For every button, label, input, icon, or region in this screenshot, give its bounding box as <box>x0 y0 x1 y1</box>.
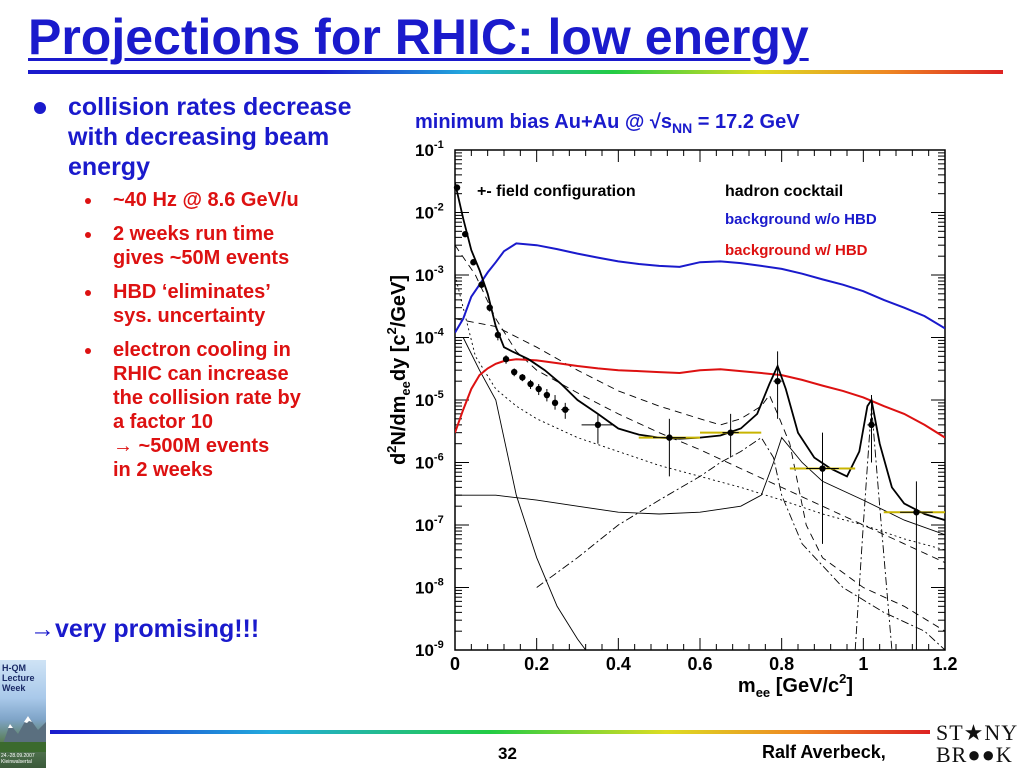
sub-bullet-line: RHIC can increase <box>113 363 289 385</box>
data-point <box>913 509 920 516</box>
y-tick-label: 10-4 <box>415 327 445 348</box>
annotation-field-config: +- field configuration <box>477 183 636 200</box>
mountain-icon <box>0 716 46 752</box>
data-point <box>519 374 526 381</box>
data-point <box>551 399 559 407</box>
footer-rule <box>50 730 930 734</box>
x-tick-label: 1 <box>858 654 868 674</box>
sub-bullet-dot-icon <box>85 348 91 354</box>
sub-bullet-line: HBD ‘eliminates’ <box>113 281 271 303</box>
sub-bullet-3: HBD ‘eliminates’ sys. uncertainty <box>30 280 390 328</box>
page-number: 32 <box>498 744 517 763</box>
data-point <box>562 406 569 413</box>
sub-bullet-line: gives ~50M events <box>113 247 290 269</box>
y-tick-label: 10-7 <box>415 514 444 535</box>
data-point <box>535 385 542 393</box>
data-point <box>666 434 673 441</box>
x-tick-label: 0.4 <box>606 654 631 674</box>
logo-bottom-text: BR●●K <box>936 742 1013 767</box>
data-point <box>868 421 875 429</box>
data-point <box>453 184 461 191</box>
y-tick-label: 10-9 <box>415 639 444 660</box>
y-tick-label: 10-3 <box>415 264 444 285</box>
component-curve-4 <box>455 436 945 536</box>
series-hadron_cocktail <box>455 182 945 521</box>
plot-area: 0 0.2 0.4 0.6 0.8 1 1.2 10-1 10-2 10-3 10-4 10-5 10-… <box>415 139 958 674</box>
data-point <box>819 465 826 472</box>
data-point <box>727 429 734 436</box>
sub-bullet-1: ~40 Hz @ 8.6 GeV/u <box>30 188 390 212</box>
conclusion-text: →very promising!!! <box>30 615 260 643</box>
dielectron-mass-chart: minimum bias Au+Au @ √sNN = 17.2 GeV 0 0.… <box>384 111 958 700</box>
author-name: Ralf Averbeck, <box>762 742 886 762</box>
data-point <box>511 368 518 376</box>
x-tick-label: 1.2 <box>932 654 957 674</box>
sub-bullet-2: 2 weeks run time gives ~50M events <box>30 222 390 270</box>
data-point <box>774 377 781 385</box>
component-curve-3 <box>455 318 945 632</box>
sub-bullet-line: the collision rate by <box>113 387 301 409</box>
y-tick-label: 10-6 <box>415 452 444 473</box>
bullet-list: collision rates decrease with decreasing… <box>30 92 390 492</box>
x-tick-label: 0.8 <box>769 654 794 674</box>
sub-bullet-line: in 2 weeks <box>113 459 214 481</box>
badge-line: Week <box>2 683 26 693</box>
data-point <box>594 421 602 429</box>
sub-bullet-line: 2 weeks run time <box>113 223 275 245</box>
chart-title: minimum bias Au+Au @ √sNN = 17.2 GeV <box>415 111 800 136</box>
sub-bullet-line: → ~500M events <box>113 435 270 457</box>
sub-bullet-4: electron cooling in RHIC can increase th… <box>30 338 390 482</box>
annotation-background-w-hbd: background w/ HBD <box>725 242 868 259</box>
sub-bullets: ~40 Hz @ 8.6 GeV/u 2 weeks run time give… <box>30 188 390 482</box>
data-point <box>462 230 469 238</box>
x-tick-label: 0.6 <box>687 654 712 674</box>
x-tick-label: 0 <box>450 654 460 674</box>
lecture-week-badge: H-QM Lecture Week 24.-28.09.2007 Kleinwa… <box>0 660 46 768</box>
y-axis-label: d2N/dmeedy [c2/GeV] <box>384 275 413 465</box>
sub-bullet-dot-icon <box>85 290 91 296</box>
sub-bullet-line: electron cooling in <box>113 339 291 361</box>
annotation-background-wo-hbd: background w/o HBD <box>725 211 877 228</box>
data-point <box>527 380 534 388</box>
data-point <box>478 281 485 288</box>
university-logo: ST★NY BR●●K <box>936 720 1024 768</box>
component-curve-2 <box>455 274 945 551</box>
y-tick-label: 10-5 <box>415 389 444 410</box>
series-background_wo_hbd <box>455 242 945 334</box>
sub-bullet-dot-icon <box>85 232 91 238</box>
data-point <box>494 331 502 339</box>
title-rule <box>28 70 1003 74</box>
component-curve-5 <box>462 337 587 650</box>
sub-bullet-dot-icon <box>85 198 91 204</box>
data-point <box>470 259 477 266</box>
data-point <box>543 391 551 399</box>
badge-date: 24.-28.09.2007 Kleinwalsertal <box>1 753 35 765</box>
x-tick-label: 0.2 <box>524 654 549 674</box>
component-curve-6 <box>536 436 945 650</box>
series-background_w_hbd <box>455 358 945 439</box>
main-bullet: collision rates decrease with decreasing… <box>30 92 390 182</box>
y-tick-label: 10-2 <box>415 202 444 223</box>
badge-line: H-QM <box>2 663 26 673</box>
x-axis-label: mee [GeV/c2] <box>738 671 853 700</box>
bullet-dot-icon <box>34 102 46 114</box>
sub-bullet-line: ~40 Hz @ 8.6 GeV/u <box>113 189 299 211</box>
slide-title: Projections for RHIC: low energy <box>28 9 809 65</box>
data-point <box>502 355 510 363</box>
data-point <box>486 304 493 311</box>
badge-text: H-QM Lecture Week <box>2 663 35 693</box>
main-bullet-text: collision rates decrease with decreasing… <box>68 93 352 181</box>
y-tick-label: 10-1 <box>415 139 444 160</box>
annotation-hadron-cocktail: hadron cocktail <box>725 183 843 200</box>
sub-bullet-line: a factor 10 <box>113 411 214 433</box>
sub-bullet-line: sys. uncertainty <box>113 305 266 327</box>
y-tick-label: 10-8 <box>415 577 444 598</box>
logo-top-text: ST★NY <box>936 720 1019 745</box>
badge-line: Lecture <box>2 673 35 683</box>
